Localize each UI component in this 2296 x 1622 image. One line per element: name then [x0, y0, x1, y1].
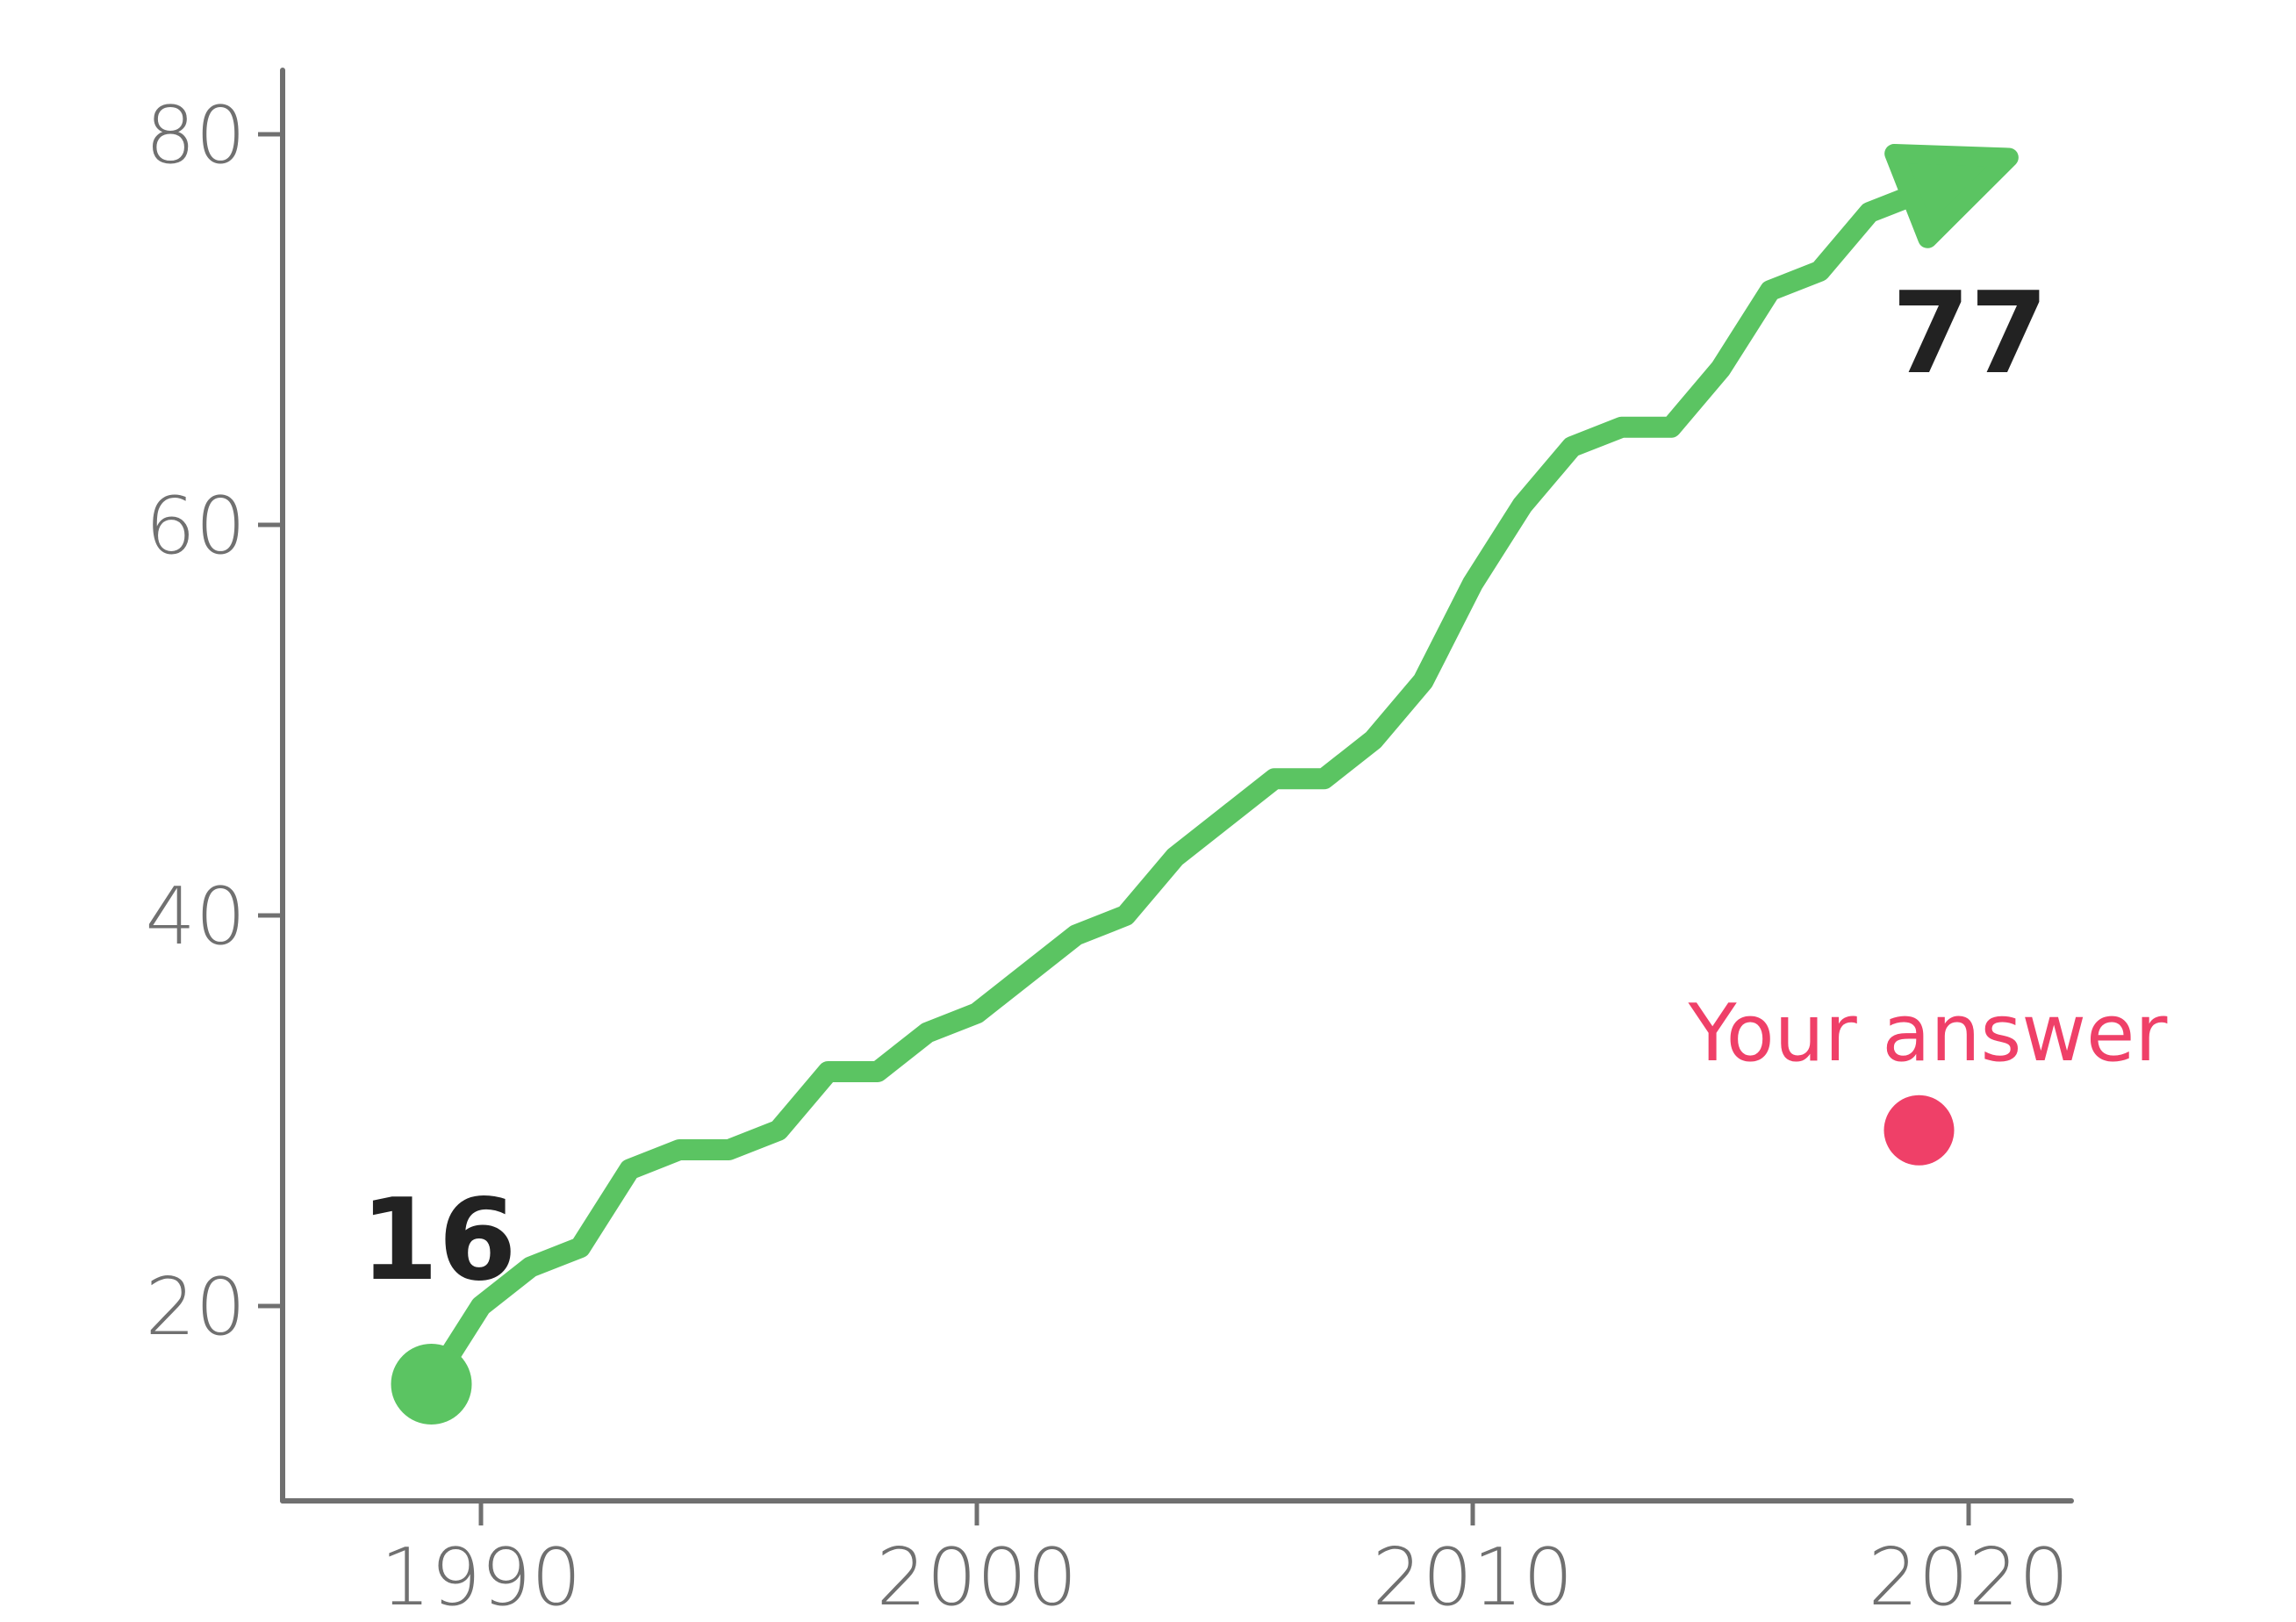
series-line — [420, 182, 1930, 1395]
y-tick-label: 20 — [145, 1261, 246, 1353]
y-tick-label: 60 — [145, 480, 246, 572]
x-tick-label: 2000 — [876, 1532, 1077, 1622]
x-tick-label: 2010 — [1372, 1532, 1573, 1622]
end-arrowhead — [1884, 144, 2019, 248]
your-answer-label: Your answer — [1688, 987, 2168, 1080]
x-tick-label: 1990 — [380, 1532, 581, 1622]
end-value-label: 77 — [1891, 269, 2048, 399]
y-tick-label: 40 — [145, 871, 246, 963]
x-tick-label: 2020 — [1868, 1532, 2069, 1622]
your-answer-point[interactable] — [1883, 1094, 1955, 1166]
y-tick-label: 80 — [145, 90, 246, 182]
start-value-label: 16 — [360, 1175, 516, 1306]
start-point-marker — [391, 1344, 472, 1425]
